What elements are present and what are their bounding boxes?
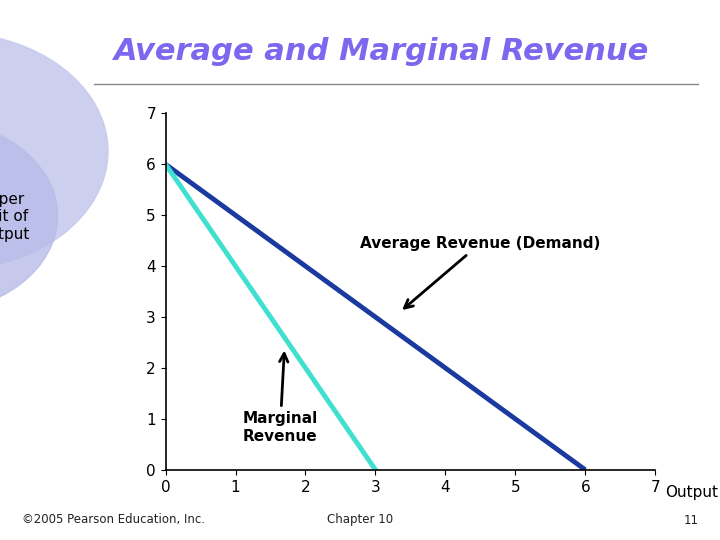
Text: Average Revenue (Demand): Average Revenue (Demand): [360, 236, 600, 308]
Text: Marginal
Revenue: Marginal Revenue: [243, 354, 318, 444]
Text: Average and Marginal Revenue: Average and Marginal Revenue: [114, 37, 649, 66]
Text: 11: 11: [683, 514, 698, 526]
Text: Output: Output: [665, 485, 718, 501]
Circle shape: [0, 32, 108, 270]
Text: Chapter 10: Chapter 10: [327, 514, 393, 526]
Text: ©2005 Pearson Education, Inc.: ©2005 Pearson Education, Inc.: [22, 514, 204, 526]
Circle shape: [0, 119, 58, 313]
Text: $ per
unit of
output: $ per unit of output: [0, 192, 30, 241]
